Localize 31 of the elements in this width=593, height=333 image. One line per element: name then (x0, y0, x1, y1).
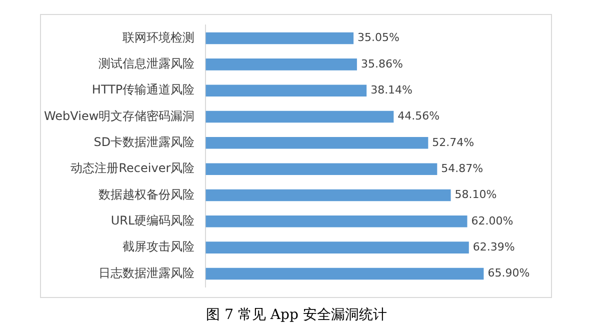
bar (206, 189, 451, 202)
bar (206, 84, 367, 96)
data-label: 38.14% (370, 83, 413, 96)
bar (206, 32, 354, 44)
data-label: 58.10% (454, 188, 497, 202)
y-tick-label: 截屏攻击风险 (122, 240, 195, 254)
y-tick-label: HTTP传输通道风险 (92, 82, 195, 97)
bar (206, 58, 357, 70)
data-label: 35.86% (360, 57, 403, 70)
data-label: 44.56% (398, 110, 440, 123)
bar (206, 242, 469, 254)
data-label: 65.90% (488, 266, 530, 280)
y-tick-label: 动态注册Receiver风险 (70, 161, 195, 176)
data-label: 54.87% (441, 162, 484, 175)
data-label: 62.39% (472, 240, 515, 254)
data-label: 62.00% (471, 214, 514, 228)
y-tick-label: URL硬编码风险 (110, 214, 195, 228)
bar (206, 110, 394, 123)
data-label: 52.74% (432, 136, 474, 149)
caption: 图 7 常见 App 安全漏洞统计 (205, 306, 388, 324)
bar (206, 268, 484, 280)
y-tick-label: WebView明文存储密码漏洞 (44, 108, 195, 123)
y-tick-label: 日志数据泄露风险 (98, 266, 195, 280)
data-label: 35.05% (358, 31, 400, 44)
y-tick-label: 测试信息泄露风险 (98, 56, 195, 71)
bar (206, 163, 438, 175)
y-tick-label: 数据越权备份风险 (98, 187, 195, 202)
y-tick-label: 联网环境检测 (122, 30, 195, 44)
bar (206, 137, 428, 149)
bar (206, 216, 468, 228)
y-tick-label: SD卡数据泄露风险 (94, 135, 195, 150)
